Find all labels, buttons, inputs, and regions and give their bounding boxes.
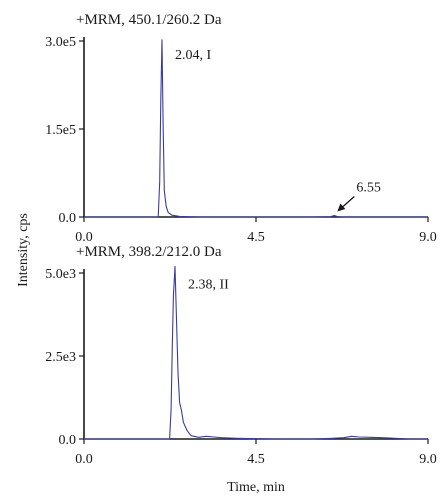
peak-annotation: 2.38, II bbox=[188, 278, 229, 293]
panel-title: +MRM, 398.2/212.0 Da bbox=[76, 244, 222, 260]
y-axis-title: Intensity, cps bbox=[16, 213, 31, 287]
y-tick-label: 5.0e3 bbox=[45, 267, 76, 282]
y-tick-label: 1.5e5 bbox=[45, 123, 76, 138]
x-tick-label: 0.0 bbox=[75, 230, 93, 245]
x-tick-label: 4.5 bbox=[247, 452, 265, 467]
x-tick-label: 9.0 bbox=[419, 230, 437, 245]
peak-arrow bbox=[340, 196, 355, 209]
peak-annotation: 2.04, I bbox=[175, 48, 212, 63]
panel-2: +MRM, 398.2/212.0 Da 0.0 2.5e3 5.0e3 0.0 4.5 9… bbox=[45, 244, 436, 467]
chromatogram-trace-2 bbox=[84, 265, 428, 440]
chromatogram-trace-1 bbox=[84, 39, 428, 218]
y-tick-label: 3.0e5 bbox=[45, 35, 76, 50]
x-tick-label: 0.0 bbox=[75, 452, 93, 467]
x-tick-label: 4.5 bbox=[247, 230, 265, 245]
arrow-head bbox=[337, 203, 346, 212]
y-tick-label: 2.5e3 bbox=[45, 350, 76, 365]
peak-annotation: 6.55 bbox=[356, 181, 381, 196]
x-tick-label: 9.0 bbox=[419, 452, 437, 467]
x-axis-title: Time, min bbox=[227, 480, 285, 495]
panel-1: +MRM, 450.1/260.2 Da 0.0 1.5e5 3.0e5 0.0 4.5 9… bbox=[45, 12, 436, 245]
panel-title: +MRM, 450.1/260.2 Da bbox=[76, 12, 222, 28]
y-tick-label: 0.0 bbox=[59, 211, 77, 226]
y-tick-label: 0.0 bbox=[59, 433, 77, 448]
